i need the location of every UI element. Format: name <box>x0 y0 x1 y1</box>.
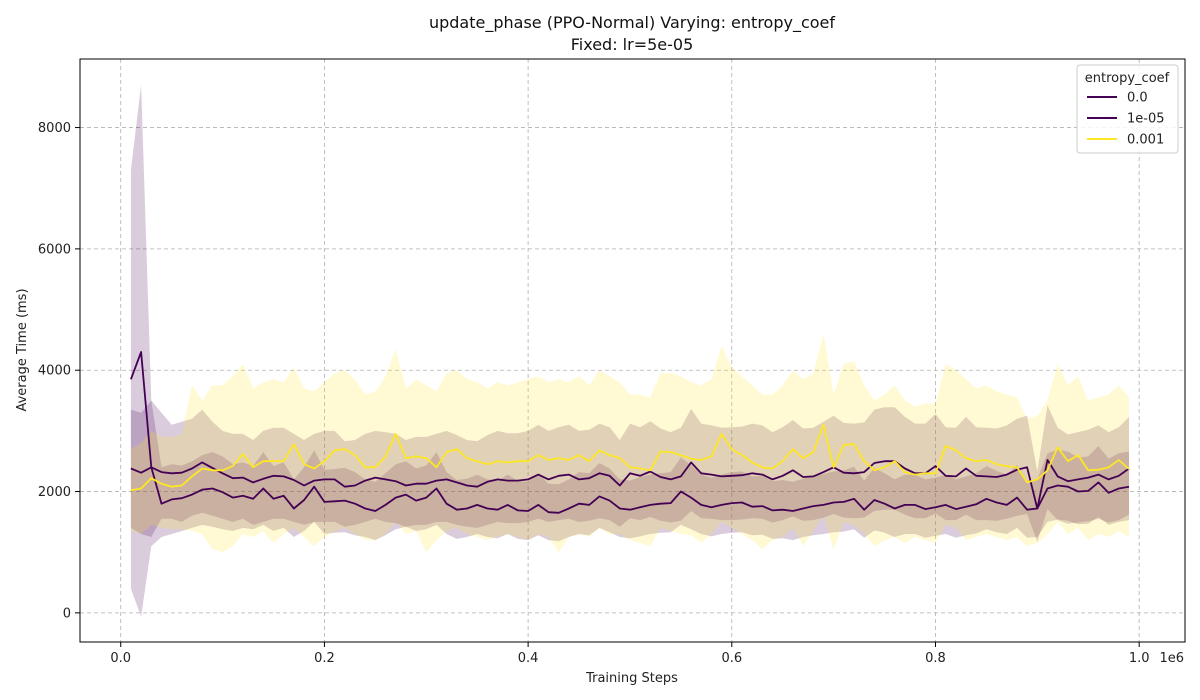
x-tick-label: 0.8 <box>925 651 946 666</box>
series-line-1 <box>130 459 1130 510</box>
y-tick-label: 0 <box>63 606 71 621</box>
x-tick-label: 0.2 <box>314 651 335 666</box>
legend-label-1: 1e-05 <box>1127 112 1165 127</box>
chart-title: update_phase (PPO-Normal) Varying: entro… <box>429 13 835 33</box>
band-layer <box>130 85 1129 617</box>
y-axis-label: Average Time (ms) <box>15 288 30 411</box>
x-axis-offset-label: 1e6 <box>1159 651 1184 666</box>
x-tick-label: 1.0 <box>1129 651 1150 666</box>
confidence-band-2 <box>130 333 1129 553</box>
series-line-0 <box>130 351 1130 514</box>
y-tick-label: 6000 <box>38 242 71 257</box>
line-layer <box>130 351 1130 514</box>
series-line-2 <box>130 423 1130 492</box>
legend-label-2: 0.001 <box>1127 133 1164 148</box>
x-axis-label: Training Steps <box>585 671 678 686</box>
y-tick-label: 8000 <box>38 121 71 136</box>
x-tick-label: 0.6 <box>721 651 742 666</box>
y-tick-label: 2000 <box>38 485 71 500</box>
legend-title: entropy_coef <box>1085 71 1170 86</box>
x-tick-label: 0.0 <box>110 651 131 666</box>
confidence-band-0 <box>130 85 1129 617</box>
chart-subtitle: Fixed: lr=5e-05 <box>571 35 694 54</box>
y-tick-label: 4000 <box>38 364 71 379</box>
legend-frame <box>1076 64 1179 154</box>
legend-label-0: 0.0 <box>1127 91 1148 106</box>
grid-layer <box>80 59 1185 642</box>
plot-area-frame <box>79 58 1186 643</box>
x-tick-label: 0.4 <box>518 651 539 666</box>
tick-layer: 0.0 0.2 0.4 0.6 0.8 1.0 0 2000 4000 6000 8000 <box>38 121 1150 666</box>
confidence-band-1 <box>130 400 1129 542</box>
legend: entropy_coef 0.0 1e-05 0.001 <box>1076 64 1179 154</box>
